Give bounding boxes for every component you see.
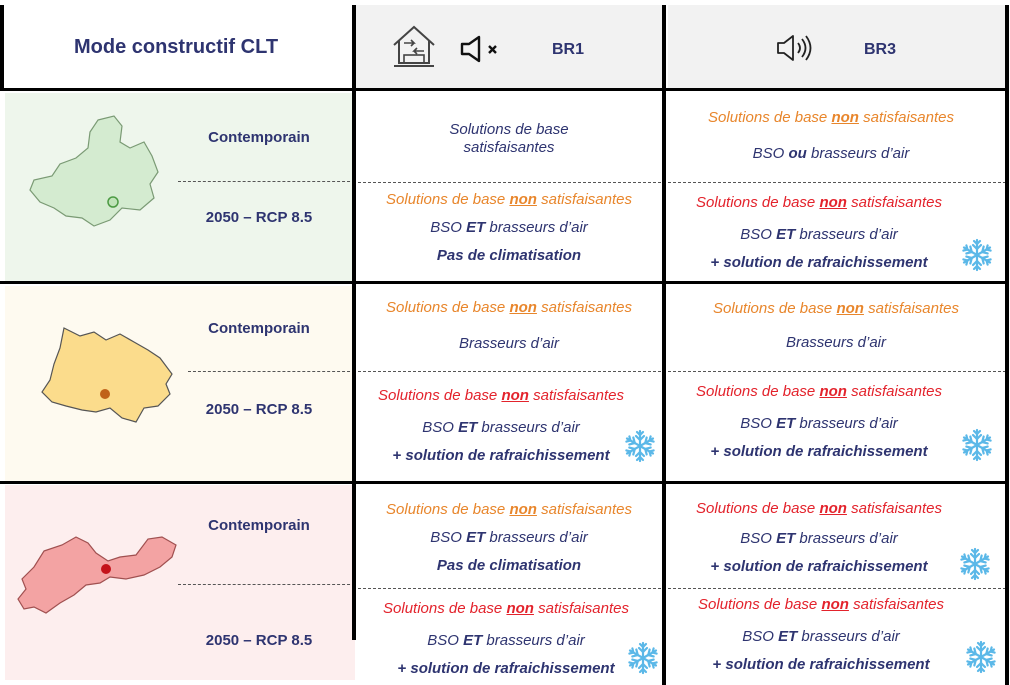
rafraich-line: + solution de rafraichissement: [710, 443, 928, 460]
row-1-divider: [358, 182, 1006, 183]
bso-line: BSO ou brasseurs d’air: [752, 145, 910, 162]
grid-hline-header: [0, 88, 1009, 91]
snowflake-icon: [626, 641, 660, 675]
r2-br1-contemp-cell: Solutions de base non satisfaisantes Bra…: [356, 299, 662, 353]
base-non-line: Solutions de base non satisfaisantes: [708, 109, 954, 126]
bso-line: BSO ET brasseurs d’air: [422, 419, 580, 436]
grid-vline-1: [352, 5, 356, 640]
br3-header-label: BR3: [864, 41, 897, 58]
row-1-left-divider: [178, 181, 355, 182]
r1-br3-contemp-cell: Solutions de base non satisfaisantes BSO…: [666, 109, 996, 163]
grid-vline-2: [662, 5, 666, 685]
r1-br1-contemp-cell: Solutions de base satisfaisantes: [356, 121, 662, 157]
r1-br1-future-cell: Solutions de base non satisfaisantes BSO…: [356, 191, 662, 265]
rafraich-line: + solution de rafraichissement: [710, 254, 928, 271]
rafraich-line: + solution de rafraichissement: [710, 558, 928, 575]
snowflake-icon: [623, 429, 657, 463]
red-region-map: [17, 536, 177, 614]
r1-br3-future-cell: Solutions de base non satisfaisantes BSO…: [666, 194, 972, 272]
row-3-left-divider: [178, 584, 355, 585]
speaker-muted-icon: [460, 35, 497, 63]
bso-line: BSO ET brasseurs d’air: [427, 632, 585, 649]
bso-line: BSO ET brasseurs d’air: [740, 415, 898, 432]
row-3-contemporain-label: Contemporain: [208, 517, 310, 534]
ventilation-house-icon: [393, 25, 435, 67]
bso-line: BSO ET brasseurs d’air: [742, 628, 900, 645]
row-2-future-label: 2050 – RCP 8.5: [205, 401, 313, 418]
row-3-future-label: 2050 – RCP 8.5: [205, 632, 313, 649]
row-3-divider: [358, 588, 1006, 589]
bso-line: BSO ET brasseurs d’air: [430, 529, 588, 546]
r3-br3-future-cell: Solutions de base non satisfaisantes BSO…: [666, 596, 976, 674]
rafraich-line: + solution de rafraichissement: [397, 660, 615, 677]
header-br3-cell: BR3: [668, 5, 1006, 88]
grid-hline-row2: [0, 481, 1009, 484]
grid-vline-0: [0, 5, 4, 90]
br1-header-label: BR1: [552, 41, 585, 58]
bso-line: BSO ET brasseurs d’air: [430, 219, 588, 236]
pas-clim-line: Pas de climatisation: [436, 557, 582, 574]
r3-br3-contemp-cell: Solutions de base non satisfaisantes BSO…: [666, 500, 972, 576]
brasseurs-line: Brasseurs d’air: [785, 334, 887, 351]
snowflake-icon: [958, 547, 992, 581]
r2-br3-future-cell: Solutions de base non satisfaisantes BSO…: [666, 383, 972, 461]
grid-hline-row1: [0, 281, 1009, 284]
green-region-map: [29, 115, 159, 227]
base-non-line: Solutions de base non satisfaisantes: [378, 387, 624, 404]
base-non-line: Solutions de base non satisfaisantes: [696, 194, 942, 211]
base-ok-line1: Solutions de base: [449, 121, 569, 138]
base-non-line: Solutions de base non satisfaisantes: [696, 383, 942, 400]
table-title: Mode constructif CLT: [73, 36, 279, 58]
r3-br1-contemp-cell: Solutions de base non satisfaisantes BSO…: [356, 501, 662, 575]
bso-line: BSO ET brasseurs d’air: [740, 226, 898, 243]
base-non-line: Solutions de base non satisfaisantes: [386, 191, 632, 208]
base-non-line: Solutions de base non satisfaisantes: [386, 299, 632, 316]
bso-line: BSO ET brasseurs d’air: [740, 530, 898, 547]
brasseurs-line: Brasseurs d’air: [458, 335, 560, 352]
row-2-left-divider: [188, 371, 355, 372]
row-2-divider: [358, 371, 1006, 372]
row-1-contemporain-label: Contemporain: [208, 129, 310, 146]
yellow-region-map: [41, 327, 173, 423]
base-non-line: Solutions de base non satisfaisantes: [696, 500, 942, 517]
rafraich-line: + solution de rafraichissement: [712, 656, 930, 673]
speaker-sound-icon: [777, 35, 812, 61]
base-non-line: Solutions de base non satisfaisantes: [713, 300, 959, 317]
rafraich-line: + solution de rafraichissement: [392, 447, 610, 464]
r2-br3-contemp-cell: Solutions de base non satisfaisantes Bra…: [666, 300, 1006, 352]
base-ok-line2: satisfaisantes: [463, 139, 555, 156]
r3-br1-future-cell: Solutions de base non satisfaisantes BSO…: [356, 600, 656, 678]
grid-vline-3: [1005, 5, 1009, 685]
r2-br1-future-cell: Solutions de base non satisfaisantes BSO…: [356, 387, 646, 465]
row-2-contemporain-label: Contemporain: [208, 320, 310, 337]
header-br1-cell: BR1: [356, 5, 662, 88]
base-non-line: Solutions de base non satisfaisantes: [383, 600, 629, 617]
snowflake-icon: [960, 428, 994, 462]
base-non-line: Solutions de base non satisfaisantes: [698, 596, 944, 613]
base-non-line: Solutions de base non satisfaisantes: [386, 501, 632, 518]
pas-clim-line: Pas de climatisation: [436, 247, 582, 264]
snowflake-icon: [964, 640, 998, 674]
row-1-future-label: 2050 – RCP 8.5: [205, 209, 313, 226]
snowflake-icon: [960, 238, 994, 272]
